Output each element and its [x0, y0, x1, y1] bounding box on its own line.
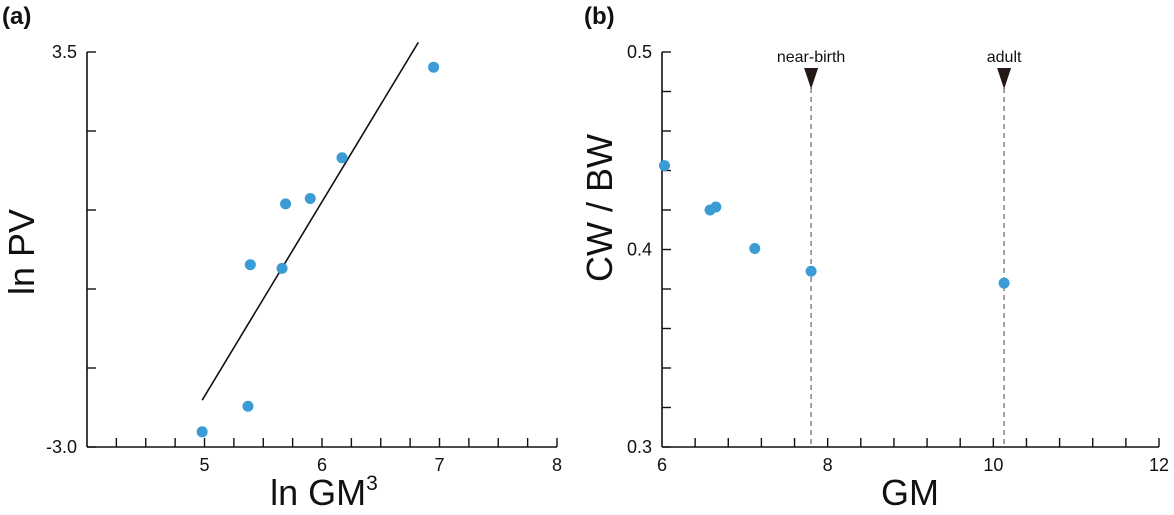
panel-b-marker-label: adult [987, 49, 1022, 66]
panel-a-xlabel-sup: 3 [366, 472, 378, 495]
panel-b-label: (b) [584, 3, 615, 30]
panel-a-x-tick-label: 5 [199, 455, 209, 475]
panel-b-x-tick-label: 12 [1149, 455, 1169, 475]
panel-b-xlabel: GM [881, 472, 939, 510]
panel-a-x-tick-label: 6 [317, 455, 327, 475]
panel-a-fit-line [201, 41, 420, 401]
panel-a-x-tick-label: 8 [552, 455, 562, 475]
panel-a-xlabel: ln GM3 [270, 472, 378, 510]
panel-b-ylabel: CW / BW [579, 134, 620, 282]
panel-b-marker-triangle [997, 68, 1012, 89]
panel-b-y-tick-label: 0.3 [627, 437, 652, 457]
panel-b-y-tick-label: 0.4 [627, 240, 652, 260]
panel-b-marker-label: near-birth [777, 49, 845, 66]
panel-b-data-point [805, 265, 817, 277]
panel-b-marks: 6 8 10 12 0.3 0.4 0.5 near-birth adult [627, 42, 1169, 475]
panel-a-x-tick-label: 7 [434, 455, 444, 475]
panel-a-data-point [242, 400, 254, 412]
panel-a-data-point [428, 61, 440, 73]
panel-a-data-point [276, 262, 288, 274]
panel-a-data-point [304, 192, 316, 204]
panel-b-marker-triangle [804, 68, 819, 89]
panel-a-data-point [196, 426, 208, 438]
panel-b-data-point [710, 201, 722, 213]
panel-a-label: (a) [2, 3, 31, 30]
panel-a-data-point [280, 198, 292, 210]
panel-a-marks: 5 6 7 8 -3.0 3.5 [46, 41, 562, 475]
panel-b-data-point [749, 243, 761, 255]
panel-a-data-point [336, 152, 348, 164]
panel-b-y-tick-label: 0.5 [627, 42, 652, 62]
panel-a-data-point [244, 259, 256, 271]
panel-b-x-tick-label: 6 [657, 455, 667, 475]
panel-b-x-tick-label: 8 [823, 455, 833, 475]
panel-b-data-point [658, 160, 670, 172]
panel-a-y-tick-label: -3.0 [46, 437, 77, 457]
panel-a-xlabel-main: ln GM [270, 472, 366, 510]
panel-b-x-tick-label: 10 [983, 455, 1003, 475]
panel-a-ylabel: ln PV [1, 209, 42, 295]
panel-b-data-point [998, 277, 1010, 289]
panel-a-y-tick-label: 3.5 [52, 42, 77, 62]
